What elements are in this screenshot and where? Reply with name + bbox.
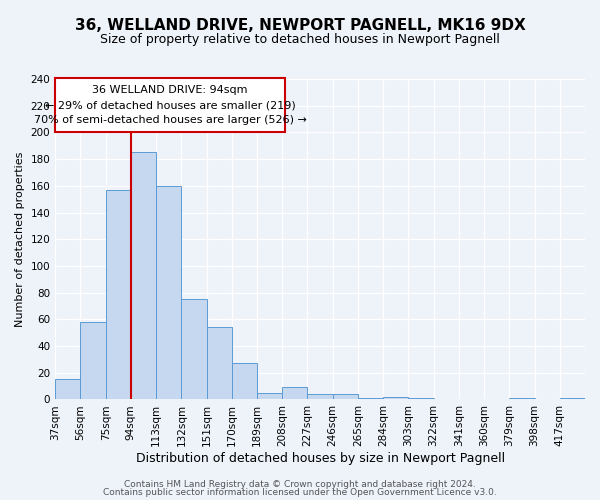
Bar <box>206 328 232 400</box>
Bar <box>131 152 156 400</box>
Text: Contains public sector information licensed under the Open Government Licence v3: Contains public sector information licen… <box>103 488 497 497</box>
Text: Size of property relative to detached houses in Newport Pagnell: Size of property relative to detached ho… <box>100 32 500 46</box>
X-axis label: Distribution of detached houses by size in Newport Pagnell: Distribution of detached houses by size … <box>136 452 505 465</box>
Text: 36, WELLAND DRIVE, NEWPORT PAGNELL, MK16 9DX: 36, WELLAND DRIVE, NEWPORT PAGNELL, MK16… <box>74 18 526 32</box>
Text: 36 WELLAND DRIVE: 94sqm
← 29% of detached houses are smaller (219)
70% of semi-d: 36 WELLAND DRIVE: 94sqm ← 29% of detache… <box>34 85 307 125</box>
Bar <box>106 190 131 400</box>
Bar <box>156 186 181 400</box>
Bar <box>509 398 535 400</box>
Bar <box>181 300 206 400</box>
Bar <box>232 364 257 400</box>
Text: Contains HM Land Registry data © Crown copyright and database right 2024.: Contains HM Land Registry data © Crown c… <box>124 480 476 489</box>
Bar <box>383 397 409 400</box>
Bar <box>560 398 585 400</box>
Bar <box>358 398 383 400</box>
Bar <box>307 394 332 400</box>
Bar <box>282 388 307 400</box>
Bar <box>409 398 434 400</box>
Bar <box>257 393 282 400</box>
Bar <box>55 380 80 400</box>
Bar <box>80 322 106 400</box>
Bar <box>332 394 358 400</box>
Y-axis label: Number of detached properties: Number of detached properties <box>15 152 25 327</box>
